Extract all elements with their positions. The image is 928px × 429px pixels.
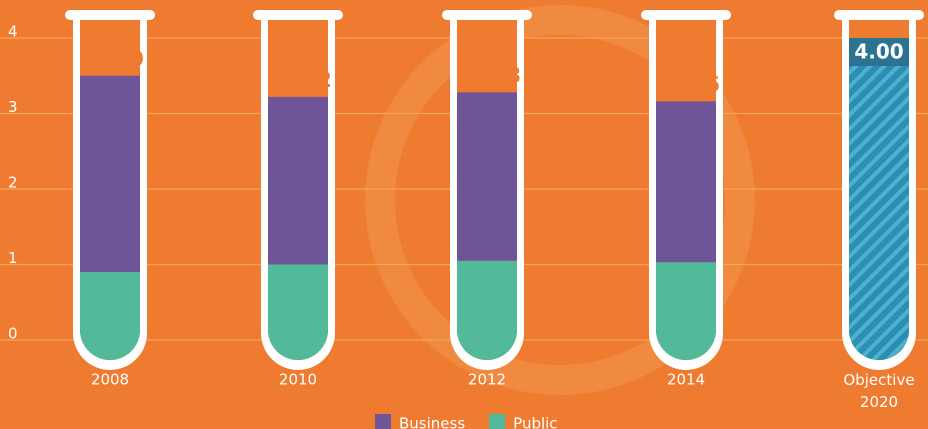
tube-liquid xyxy=(80,76,140,360)
test-tube: 3.50 xyxy=(65,10,155,370)
bar-segment xyxy=(268,265,328,361)
bar-segment xyxy=(457,261,517,360)
tube-lip xyxy=(641,10,731,20)
x-tick-label: 2014 xyxy=(667,371,705,389)
legend-label: Business xyxy=(399,415,465,429)
y-tick-label: 3 xyxy=(8,98,18,116)
x-tick-label: 2008 xyxy=(91,371,129,389)
tube-liquid xyxy=(268,97,328,360)
bar-segment xyxy=(656,262,716,360)
total-label: 3.28 xyxy=(469,63,521,87)
x-tick-label: 2010 xyxy=(279,371,317,389)
bar-segment xyxy=(656,101,716,262)
chart: 0 1 2 3 4 3.50 2008 3.22 2010 3.28 2012 3.16 2014 4.0… xyxy=(0,0,928,429)
legend-label: Public xyxy=(513,415,557,429)
test-tube: 3.28 xyxy=(442,10,532,370)
legend-swatch xyxy=(489,414,505,429)
y-tick-label: 4 xyxy=(8,23,18,41)
y-tick-label: 0 xyxy=(8,325,18,343)
bar-segment xyxy=(80,76,140,272)
x-tick-label: 2012 xyxy=(468,371,506,389)
tube-lip xyxy=(442,10,532,20)
target-label: 4.00 xyxy=(854,40,903,64)
test-tube: 4.00 xyxy=(834,10,924,370)
page: 0 1 2 3 4 3.50 2008 3.22 2010 3.28 2012 3.16 2014 4.0… xyxy=(0,0,928,429)
legend-swatch xyxy=(375,414,391,429)
test-tube: 3.22 xyxy=(253,10,343,370)
tube-liquid xyxy=(849,38,909,360)
bar-segment xyxy=(80,272,140,360)
tube-liquid xyxy=(457,92,517,360)
test-tube: 3.16 xyxy=(641,10,731,370)
total-label: 3.16 xyxy=(668,72,720,96)
bar-segment xyxy=(457,92,517,260)
y-tick-label: 2 xyxy=(8,174,18,192)
tube-lip xyxy=(65,10,155,20)
y-tick-label: 1 xyxy=(8,249,18,267)
tube-liquid xyxy=(656,101,716,360)
bar-segment xyxy=(268,97,328,265)
total-label: 3.50 xyxy=(92,47,144,71)
tube-lip xyxy=(253,10,343,20)
target-bar xyxy=(849,38,909,360)
total-label: 3.22 xyxy=(280,68,332,92)
tube-lip xyxy=(834,10,924,20)
